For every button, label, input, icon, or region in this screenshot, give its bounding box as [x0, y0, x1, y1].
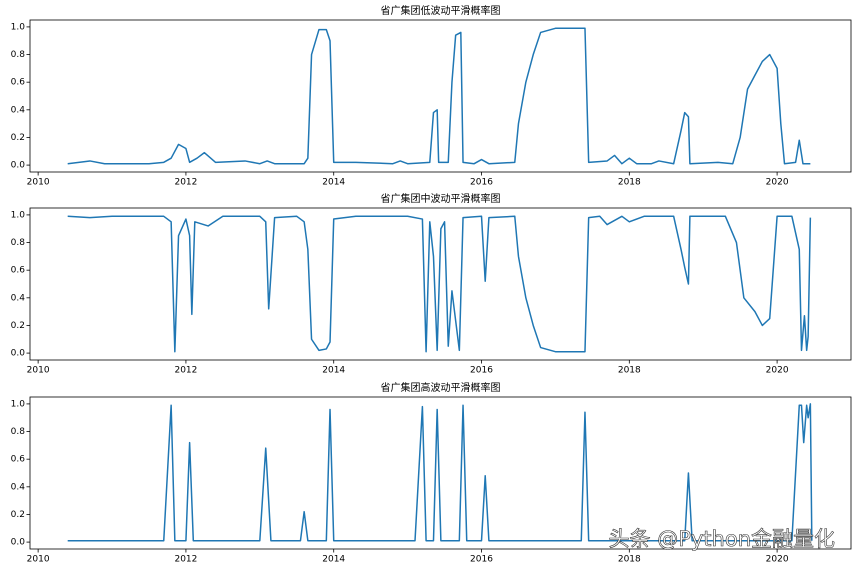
axes-frame [29, 19, 852, 173]
chart-title: 省广集团高波动平滑概率图 [381, 381, 501, 394]
y-tick-label: 1.0 [11, 22, 26, 32]
y-tick-label: 0.0 [11, 161, 26, 171]
y-tick-label: 0.2 [11, 510, 25, 520]
x-tick-label: 2016 [470, 366, 493, 376]
y-tick-label: 0.2 [11, 133, 25, 143]
y-tick-label: 0.4 [11, 482, 26, 492]
x-tick-label: 2018 [618, 366, 641, 376]
y-tick-label: 0.6 [11, 455, 26, 465]
axes-frame [29, 207, 852, 361]
y-tick-label: 0.6 [11, 78, 26, 88]
x-tick-label: 2014 [322, 555, 345, 565]
x-tick-label: 2020 [766, 555, 789, 565]
y-tick-label: 0.8 [11, 238, 26, 248]
y-tick-label: 0.4 [11, 293, 26, 303]
x-tick-label: 2014 [322, 366, 345, 376]
x-tick-label: 2012 [174, 555, 197, 565]
x-tick-label: 2012 [174, 366, 197, 376]
y-tick-label: 0.8 [11, 427, 26, 437]
chart-title: 省广集团低波动平滑概率图 [381, 4, 501, 17]
line [67, 403, 813, 542]
x-tick-label: 2010 [27, 555, 50, 565]
x-tick-label: 2020 [766, 178, 789, 188]
y-tick-label: 1.0 [11, 399, 26, 409]
y-tick-label: 0.8 [11, 50, 26, 60]
x-tick-label: 2010 [27, 366, 50, 376]
chart-title: 省广集团中波动平滑概率图 [381, 192, 501, 205]
axes-frame [29, 396, 852, 550]
x-tick-label: 2018 [618, 555, 641, 565]
y-tick-label: 1.0 [11, 210, 26, 220]
line [67, 27, 811, 165]
x-tick-label: 2020 [766, 366, 789, 376]
x-tick-label: 2016 [470, 555, 493, 565]
x-tick-label: 2014 [322, 178, 345, 188]
x-tick-label: 2010 [27, 178, 50, 188]
watermark: 头条 @Python金融量化 [609, 527, 835, 551]
y-tick-label: 0.0 [11, 538, 26, 548]
x-tick-label: 2016 [470, 178, 493, 188]
y-tick-label: 0.2 [11, 321, 25, 331]
y-tick-label: 0.4 [11, 105, 26, 115]
x-tick-label: 2018 [618, 178, 641, 188]
y-tick-label: 0.6 [11, 266, 26, 276]
y-tick-label: 0.0 [11, 349, 26, 359]
x-tick-label: 2012 [174, 178, 197, 188]
line [67, 215, 812, 353]
